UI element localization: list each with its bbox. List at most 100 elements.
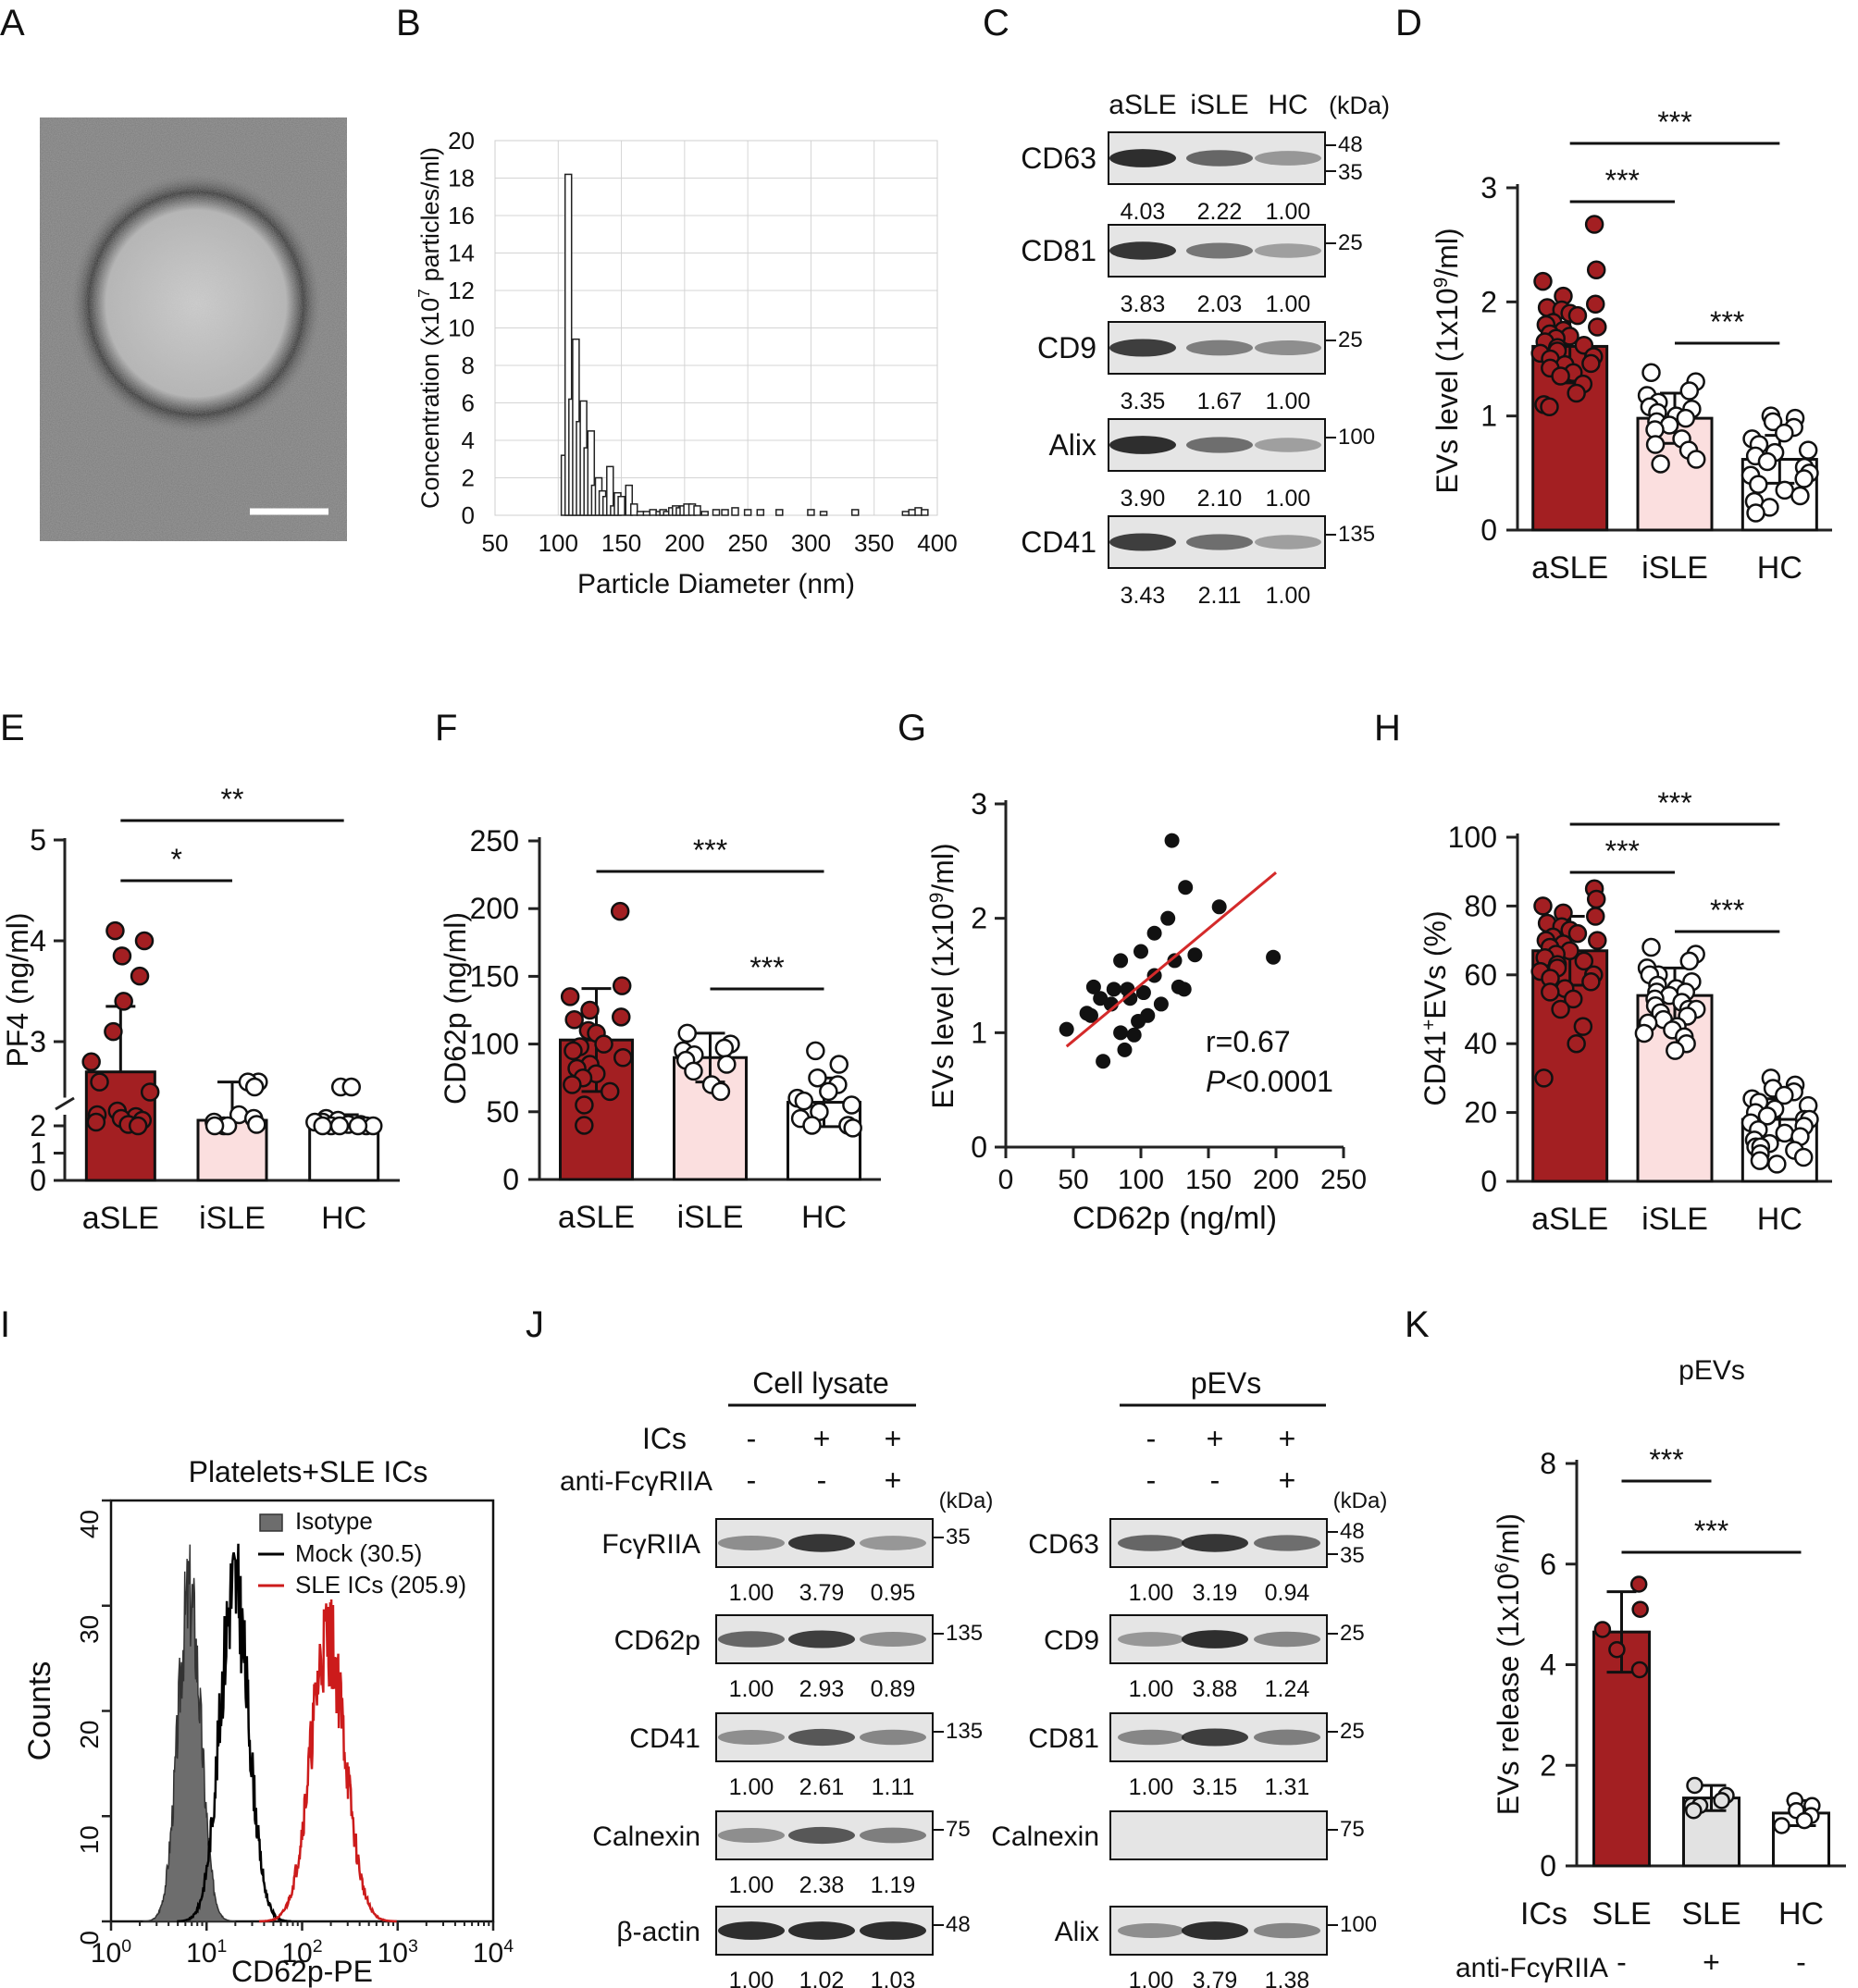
data-point bbox=[1757, 1106, 1777, 1126]
blot-c-band bbox=[1109, 339, 1176, 357]
data-point bbox=[1775, 423, 1794, 443]
data-point bbox=[612, 976, 632, 995]
y-tick-label: 16 bbox=[448, 202, 475, 229]
anti-sign: - bbox=[1796, 1945, 1806, 1979]
y-tick-label: 0 bbox=[502, 1163, 519, 1196]
y-tick-label: 250 bbox=[470, 824, 519, 858]
quant-value: 2.61 bbox=[799, 1774, 845, 1800]
blot-c-band bbox=[1186, 242, 1253, 259]
quant-value: 3.79 bbox=[1193, 1968, 1238, 1988]
text-span: /ml) bbox=[1492, 1513, 1525, 1562]
scatter-point bbox=[1176, 982, 1192, 997]
y-tick-label: 2 bbox=[1480, 285, 1497, 318]
y-tick-label: 8 bbox=[462, 352, 475, 379]
data-point bbox=[563, 1075, 582, 1094]
blot-row-label: FcγRIIA bbox=[601, 1529, 700, 1560]
histogram-bar bbox=[721, 509, 729, 516]
y-tick-label: 2 bbox=[971, 902, 987, 935]
significance-label: *** bbox=[693, 833, 727, 867]
blot-row-label: Calnexin bbox=[592, 1821, 700, 1852]
kda-unit-label: (kDa) bbox=[1329, 92, 1390, 119]
histogram-bar bbox=[642, 511, 651, 516]
data-point bbox=[1540, 397, 1559, 417]
data-point bbox=[829, 1055, 849, 1074]
y-tick-label: 200 bbox=[470, 892, 519, 925]
anti-sign: - bbox=[1210, 1463, 1220, 1497]
text-span: /ml) bbox=[926, 843, 960, 892]
scatter-point bbox=[1085, 979, 1101, 994]
y-tick-label: 0 bbox=[971, 1130, 987, 1164]
data-point bbox=[684, 1061, 703, 1081]
quant-value: 1.00 bbox=[1266, 389, 1311, 414]
blot-j-band bbox=[788, 1630, 855, 1648]
y-tick-label: 1 bbox=[1480, 400, 1497, 433]
y-tick-label: 0 bbox=[30, 1164, 46, 1197]
histogram-bar bbox=[914, 507, 923, 516]
histogram-bar bbox=[649, 509, 657, 516]
panel-d-evs-level-chart: 0 1 2 3 aSLE iSLE HC *** *** *** EVs level (1x109/… bbox=[1431, 105, 1832, 586]
blot-header: Cell lysate bbox=[752, 1366, 889, 1400]
blot-c-band bbox=[1255, 243, 1321, 258]
y-axis-title: CD41+EVs (%) bbox=[1418, 910, 1453, 1105]
blot-j-membrane bbox=[1109, 1810, 1328, 1860]
y-tick-label: 6 bbox=[1540, 1548, 1556, 1581]
marker-label: 35 bbox=[1338, 160, 1363, 185]
data-point bbox=[1757, 451, 1777, 472]
data-point bbox=[1551, 999, 1570, 1019]
data-point bbox=[1641, 937, 1661, 957]
data-point bbox=[1567, 383, 1586, 403]
y-tick-label: 0 bbox=[1540, 1849, 1556, 1883]
histogram-bar bbox=[625, 484, 634, 516]
legend-entry: SLE ICs (205.9) bbox=[295, 1571, 466, 1599]
data-point bbox=[842, 1095, 861, 1115]
blot-row-label: CD41 bbox=[629, 1723, 700, 1754]
significance-label: * bbox=[170, 843, 181, 876]
y-tick-label: 2 bbox=[30, 1109, 46, 1142]
blot-c-band bbox=[1186, 340, 1253, 356]
significance-label: *** bbox=[1710, 305, 1744, 339]
significance-label: *** bbox=[1657, 786, 1691, 820]
data-point bbox=[130, 966, 150, 986]
significance-label: *** bbox=[749, 951, 784, 984]
y-tick-label: 5 bbox=[30, 823, 46, 857]
data-point bbox=[1541, 982, 1560, 1002]
quant-value: 1.03 bbox=[871, 1968, 916, 1988]
blot-row-label: CD81 bbox=[1021, 234, 1096, 267]
superscript: 2 bbox=[313, 1936, 323, 1957]
data-point bbox=[1567, 923, 1588, 944]
data-point bbox=[1584, 215, 1604, 234]
quant-value: 3.43 bbox=[1121, 583, 1166, 609]
data-point bbox=[1651, 454, 1670, 474]
marker-label: 135 bbox=[946, 1719, 983, 1744]
quant-value: 1.38 bbox=[1265, 1968, 1310, 1988]
category-label: HC bbox=[1778, 1896, 1824, 1932]
quant-value: 1.11 bbox=[872, 1774, 915, 1800]
text-span: 10 bbox=[186, 1938, 217, 1969]
data-point bbox=[1586, 889, 1606, 909]
y-tick-label: 3 bbox=[1480, 171, 1497, 204]
quant-value: 1.02 bbox=[799, 1968, 845, 1988]
quant-value: 1.67 bbox=[1197, 389, 1243, 414]
y-tick-label: 40 bbox=[75, 1510, 104, 1538]
correlation-r: r=0.67 bbox=[1206, 1025, 1291, 1058]
superscript: 4 bbox=[503, 1936, 514, 1957]
quant-value: 2.03 bbox=[1197, 291, 1243, 317]
panel-letter-i: I bbox=[0, 1304, 10, 1345]
y-axis-title: Concentration (x107 particles/ml) bbox=[415, 147, 444, 509]
data-point bbox=[613, 1047, 633, 1068]
data-point bbox=[329, 1116, 350, 1136]
histogram-bar bbox=[731, 507, 739, 516]
data-point bbox=[1586, 907, 1605, 926]
data-point bbox=[1573, 1017, 1593, 1036]
blot-j-band bbox=[788, 1534, 855, 1552]
category-label: aSLE bbox=[558, 1200, 635, 1235]
blot-j-band bbox=[1118, 1729, 1184, 1746]
data-point bbox=[714, 1038, 735, 1058]
blot-row-label: Alix bbox=[1048, 428, 1096, 462]
blot-c-band bbox=[1255, 535, 1321, 549]
y-tick-label: 20 bbox=[75, 1721, 104, 1749]
quant-value: 1.00 bbox=[1129, 1580, 1174, 1606]
blot-j-band bbox=[1254, 1535, 1320, 1551]
y-axis-title: Counts bbox=[22, 1661, 57, 1761]
y-axis-title: CD62p (ng/ml) bbox=[439, 912, 472, 1105]
